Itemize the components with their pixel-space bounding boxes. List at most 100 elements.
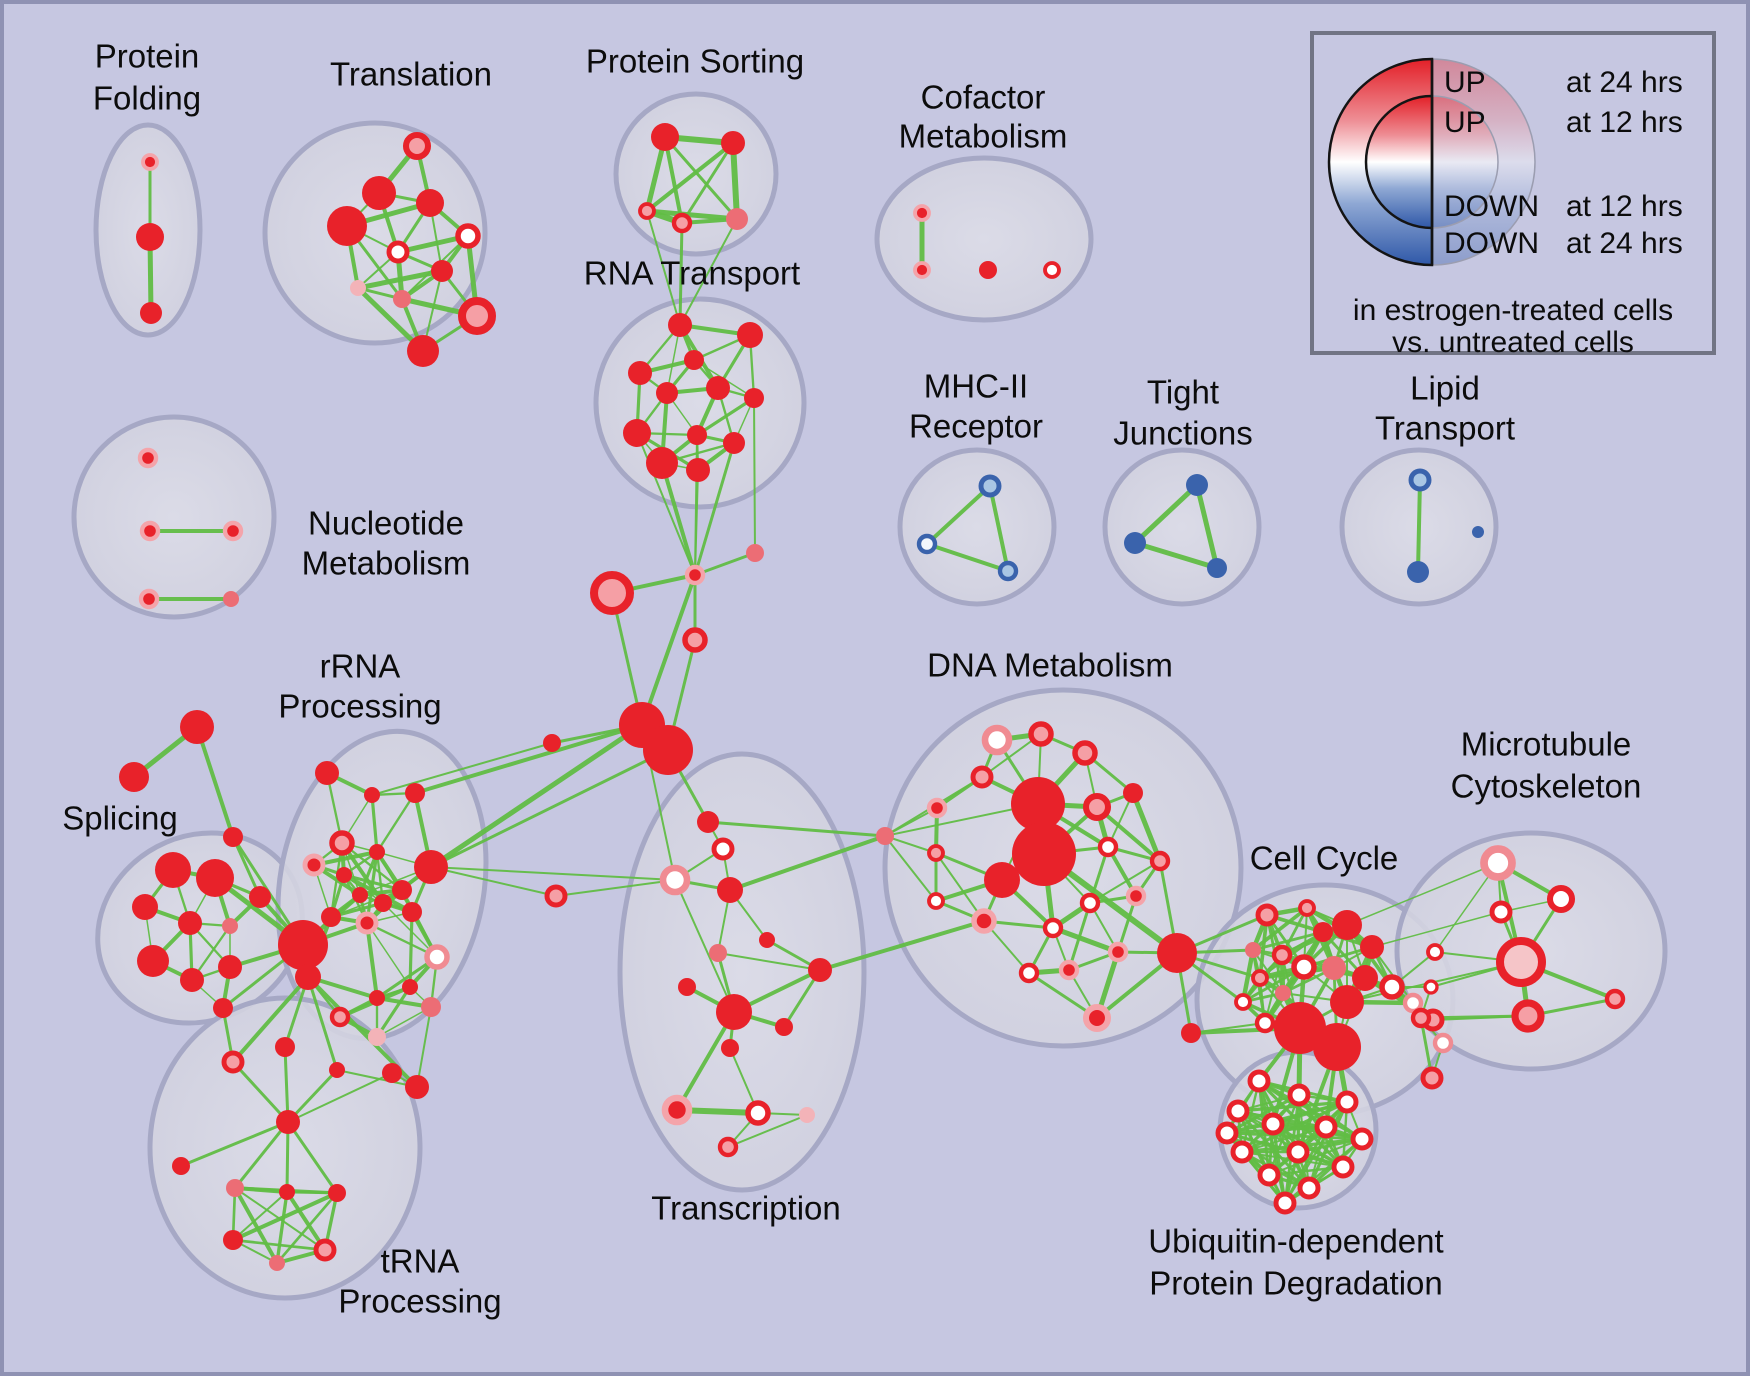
- network-node-cch: [1291, 954, 1317, 980]
- network-node-tj1: [1186, 474, 1208, 496]
- network-node-dm7: [1082, 792, 1112, 822]
- network-node-rr10: [352, 887, 368, 903]
- network-node-cce: [1360, 935, 1384, 959]
- network-node-r5: [656, 382, 678, 404]
- cluster-label: Tight: [1147, 374, 1219, 411]
- network-node-c1: [684, 564, 706, 586]
- cluster-label: Ubiquitin-dependent: [1148, 1223, 1443, 1260]
- cluster-bubble-mhc-ii-receptor: [897, 447, 1057, 607]
- cluster-label: Cell Cycle: [1250, 840, 1399, 877]
- network-node-u11: [1257, 1163, 1281, 1187]
- network-node-rr7: [336, 867, 352, 883]
- cluster-label: Junctions: [1113, 415, 1252, 452]
- network-node-ccr: [1402, 992, 1424, 1014]
- cluster-label: Splicing: [62, 800, 178, 837]
- network-node-rr4: [329, 830, 355, 856]
- network-edge: [645, 141, 735, 213]
- cluster-label: Receptor: [909, 408, 1043, 445]
- network-node-tt3: [275, 1037, 295, 1057]
- network-edge: [1371, 911, 1502, 948]
- network-node-cm3: [979, 261, 997, 279]
- network-edge: [275, 1191, 339, 1265]
- network-node-spc: [196, 859, 234, 897]
- network-node-r6: [706, 376, 730, 400]
- network-node-spf: [222, 918, 238, 934]
- network-node-tci: [808, 958, 832, 982]
- network-node-mh2: [916, 533, 938, 555]
- network-edge: [1283, 1125, 1328, 1205]
- network-node-tcf: [759, 932, 775, 948]
- network-node-t7: [431, 260, 453, 282]
- network-edge: [355, 268, 445, 291]
- network-node-mc2: [1546, 884, 1576, 914]
- network-node-mc10: [1432, 1032, 1454, 1054]
- network-node-rr18: [421, 997, 441, 1017]
- network-edge: [366, 922, 411, 988]
- network-node-r10: [646, 447, 678, 479]
- network-node-ch: [1157, 933, 1197, 973]
- network-edge: [430, 866, 557, 897]
- network-edge: [818, 919, 986, 972]
- network-edge: [988, 484, 1010, 573]
- network-node-mc6: [1423, 979, 1439, 995]
- network-node-ccr1: [1181, 1023, 1201, 1043]
- cluster-label: Protein Sorting: [586, 43, 804, 80]
- network-node-p3: [638, 202, 656, 220]
- cluster-label: Processing: [278, 688, 441, 725]
- network-node-t5: [455, 223, 481, 249]
- network-node-u5: [1261, 1112, 1285, 1136]
- cluster-bubble-cofactor-metabolism: [874, 155, 1094, 323]
- network-node-tco: [799, 1107, 815, 1123]
- legend-direction-label: UP: [1444, 106, 1486, 139]
- network-node-rr8: [414, 850, 448, 884]
- legend-wheel-inner-faded: [1431, 95, 1499, 229]
- network-node-dm8: [1011, 777, 1065, 831]
- network-node-mc9: [1604, 988, 1626, 1010]
- node-layer: [119, 123, 1626, 1271]
- network-node-mc11: [1420, 1066, 1444, 1090]
- legend-direction-label: DOWN: [1444, 190, 1539, 223]
- network-node-mc8: [1511, 999, 1545, 1033]
- network-node-mh3: [997, 560, 1019, 582]
- network-node-dm5: [926, 797, 948, 819]
- network-node-mc4: [1426, 943, 1444, 961]
- network-node-rr6: [369, 844, 385, 860]
- network-edge: [1050, 925, 1121, 955]
- network-node-r4: [628, 361, 652, 385]
- network-node-dm9: [1012, 822, 1076, 886]
- network-node-u12: [1297, 1176, 1321, 1200]
- network-node-tcc: [659, 864, 691, 896]
- network-node-th: [276, 1110, 300, 1134]
- network-node-spb: [155, 852, 191, 888]
- cluster-label: Transport: [1375, 410, 1515, 447]
- network-node-rr11: [374, 894, 392, 912]
- label-layer: Protein Folding Translation Protein Sorting…: [62, 38, 1641, 1320]
- network-node-t9: [393, 290, 411, 308]
- network-edge: [644, 208, 740, 222]
- network-node-dm17: [1125, 885, 1147, 907]
- network-node-tj2: [1124, 532, 1146, 554]
- network-node-h2: [279, 1184, 295, 1200]
- network-node-rr14: [355, 911, 379, 935]
- network-node-ccf: [1245, 942, 1261, 958]
- network-node-dm21: [1058, 959, 1080, 981]
- network-node-cca: [1255, 903, 1279, 927]
- legend-footer-line: in estrogen-treated cells: [1353, 294, 1673, 327]
- network-edge: [1225, 1131, 1345, 1169]
- network-node-rr2: [364, 787, 380, 803]
- network-node-r2: [737, 322, 763, 348]
- legend-direction-label: UP: [1444, 66, 1486, 99]
- cluster-label: Protein: [95, 38, 200, 75]
- network-edge: [1194, 482, 1220, 571]
- network-edge: [1346, 862, 1499, 926]
- network-node-rr9: [392, 880, 412, 900]
- network-node-ccc: [1313, 922, 1333, 942]
- network-edge: [233, 1186, 279, 1265]
- network-node-rr1: [315, 761, 339, 785]
- network-edge: [430, 866, 676, 881]
- network-edge: [1225, 1131, 1364, 1141]
- network-node-cco: [1254, 1012, 1276, 1034]
- network-edge: [283, 1045, 290, 1124]
- network-node-p2: [721, 131, 745, 155]
